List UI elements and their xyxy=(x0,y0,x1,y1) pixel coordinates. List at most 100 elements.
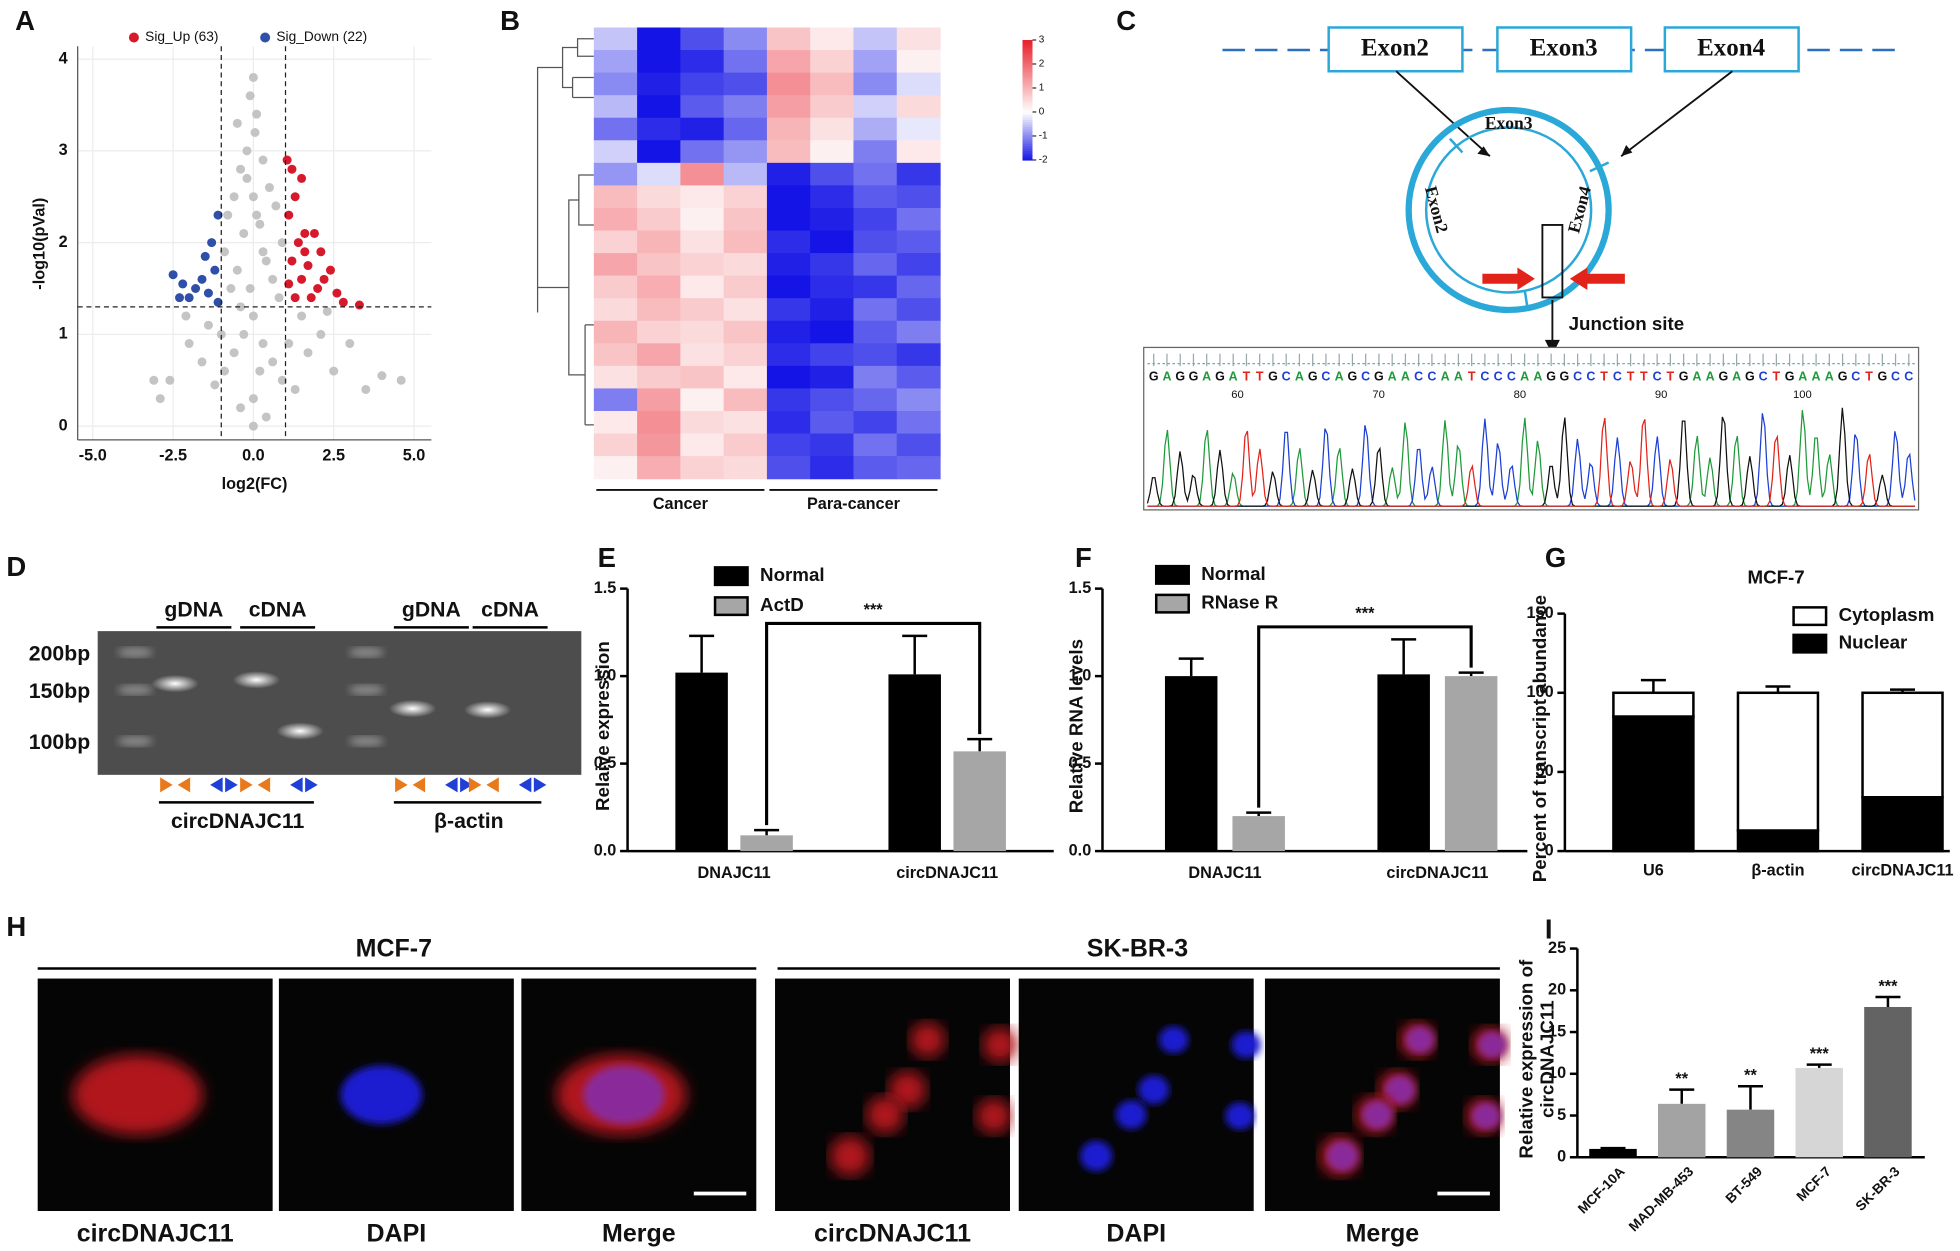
colorbar-step xyxy=(1022,75,1033,80)
gel-band xyxy=(151,674,199,693)
point xyxy=(277,375,287,385)
base-call: T xyxy=(1627,370,1635,384)
colorbar-step xyxy=(1022,152,1033,156)
y-tick-label: 1.5 xyxy=(1069,579,1092,597)
heatmap-cell xyxy=(637,298,681,322)
bar xyxy=(1612,691,1695,718)
exon-divider xyxy=(1448,137,1610,308)
base-call: C xyxy=(1653,370,1662,384)
colorbar-step xyxy=(1022,68,1033,72)
heatmap-cell xyxy=(637,275,681,299)
point xyxy=(168,270,178,280)
point xyxy=(165,375,175,385)
heatmap-cell xyxy=(896,95,941,119)
heatmap-cell xyxy=(810,343,855,367)
point xyxy=(213,210,223,220)
lane-label: cDNA xyxy=(249,598,307,622)
point xyxy=(197,357,207,367)
heatmap-cell xyxy=(637,117,681,141)
cell-line-label: MCF-7 xyxy=(356,934,432,962)
point xyxy=(306,293,316,303)
significance-bracket xyxy=(1257,625,1473,808)
heatmap-cell xyxy=(680,207,725,232)
heatmap-cell xyxy=(593,298,638,322)
marker-label: 100bp xyxy=(29,730,90,754)
heatmap-cell xyxy=(766,320,811,344)
panel-label: C xyxy=(1116,5,1136,36)
colorbar-step xyxy=(1022,119,1033,123)
heatmap-cell xyxy=(723,275,768,299)
point xyxy=(242,173,252,183)
heatmap-cell xyxy=(766,72,811,96)
heatmap-cell xyxy=(896,365,941,390)
colorbar-step xyxy=(1022,85,1033,89)
primer xyxy=(445,777,473,793)
legend-label: Normal xyxy=(1201,563,1266,584)
heatmap-cell xyxy=(766,27,811,51)
point xyxy=(242,146,252,156)
bar xyxy=(888,674,941,852)
heatmap-cell xyxy=(680,298,725,322)
y-tick-label: 15 xyxy=(1548,1022,1566,1040)
base-call: G xyxy=(1560,370,1570,384)
colorbar-step xyxy=(1022,140,1033,144)
point xyxy=(396,375,406,385)
significance: ** xyxy=(1675,1070,1688,1088)
heatmap-cell xyxy=(680,388,725,412)
point xyxy=(232,118,242,128)
position-label: 100 xyxy=(1793,389,1812,401)
legend-swatch xyxy=(1792,606,1828,627)
nucleus xyxy=(1405,1026,1435,1054)
base-call: C xyxy=(1891,370,1900,384)
junction-box xyxy=(1541,224,1564,299)
heatmap-cell xyxy=(896,117,941,141)
x-tick-label: MCF-10A xyxy=(1575,1164,1628,1217)
base-call: C xyxy=(1759,370,1768,384)
base-call: T xyxy=(1865,370,1873,384)
colorbar-step xyxy=(1022,59,1033,63)
exon-label: Exon3 xyxy=(1530,35,1598,62)
base-call: C xyxy=(1904,370,1913,384)
heatmap-cell xyxy=(680,320,725,344)
colorbar-step xyxy=(1022,138,1033,142)
colorbar-step xyxy=(1022,147,1033,151)
micrograph xyxy=(775,978,1018,1212)
gel-band xyxy=(463,701,512,719)
x-tick-label: circDNAJC11 xyxy=(1852,861,1954,879)
heatmap-cell xyxy=(637,207,681,232)
arrowhead xyxy=(1477,144,1633,157)
channel-label: DAPI xyxy=(367,1219,427,1247)
bar xyxy=(1164,676,1218,852)
point xyxy=(216,329,226,339)
heatmap-cell xyxy=(723,388,768,412)
heatmap-cell xyxy=(680,230,725,254)
y-tick-label: 0.0 xyxy=(594,841,617,859)
bar xyxy=(1861,796,1944,853)
point xyxy=(248,394,258,404)
point xyxy=(354,300,364,310)
x-tick-label: circDNAJC11 xyxy=(1386,864,1488,882)
base-call: T xyxy=(1640,370,1648,384)
heatmap-cell xyxy=(853,117,898,141)
significance: *** xyxy=(1878,977,1898,995)
point xyxy=(303,348,313,358)
x-tick-label: 5.0 xyxy=(403,446,426,464)
base-call: C xyxy=(1480,370,1489,384)
point xyxy=(248,72,258,82)
point xyxy=(325,265,335,275)
heatmap-cell xyxy=(637,433,681,457)
legend-label: Cytoplasm xyxy=(1839,604,1935,625)
heatmap-cell xyxy=(766,456,811,480)
heatmap-cell xyxy=(853,72,898,96)
heatmap-cell xyxy=(637,72,681,96)
heatmap-cell xyxy=(680,27,725,51)
heatmap-cell xyxy=(593,365,638,390)
heatmap-cell xyxy=(896,72,941,96)
heatmap-cell xyxy=(680,343,725,367)
heatmap-cell xyxy=(896,253,941,277)
position-label: 80 xyxy=(1514,389,1527,401)
x-tick-label: U6 xyxy=(1643,861,1664,879)
cell-line-label: SK-BR-3 xyxy=(1087,934,1188,962)
bar xyxy=(1861,691,1944,799)
colorbar-step xyxy=(1022,39,1033,44)
